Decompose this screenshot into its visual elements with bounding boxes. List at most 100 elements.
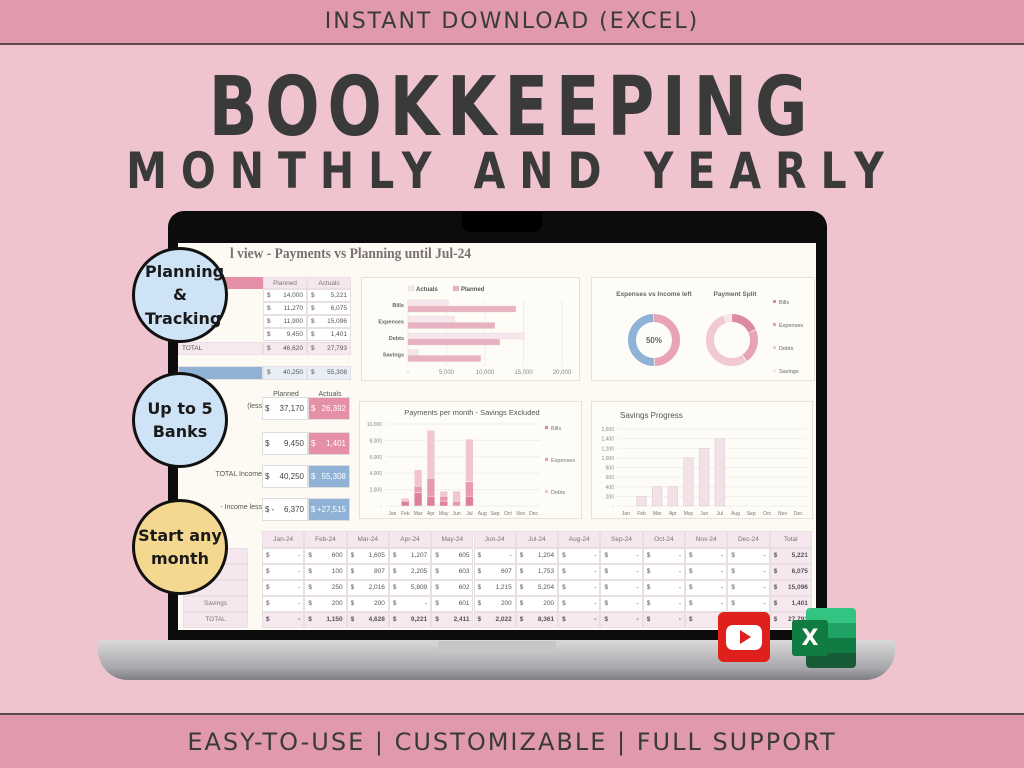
currency-symbol: $ (267, 292, 271, 299)
cell-value: 15,096 (788, 584, 808, 591)
x-tick-label: Mar (414, 511, 423, 517)
cell-value: Total (783, 536, 798, 543)
cell-value: - (594, 600, 597, 607)
cell-value: - (594, 552, 597, 559)
currency-symbol: $ (773, 568, 778, 575)
y-tick-label: 10,000 (367, 422, 383, 428)
cell-value: - (636, 568, 639, 575)
kpi-value: +27,515 (316, 505, 346, 514)
currency-symbol: $ (308, 552, 312, 559)
table-cell: $4,628 (346, 612, 389, 628)
kpi-header: Planned (273, 391, 299, 398)
currency-symbol: $ (311, 318, 315, 325)
kpi-value: 9,450 (283, 439, 304, 448)
currency-symbol: $ (773, 584, 778, 591)
cell-value: 1,215 (495, 584, 512, 591)
table-cell: $1,215 (473, 580, 516, 596)
cell-value: 2,016 (368, 584, 385, 591)
table-cell: $200 (304, 596, 347, 612)
bubble-text: Planning & Tracking (145, 262, 225, 328)
cell-value: May-24 (441, 536, 464, 543)
cell-value: - (721, 568, 724, 575)
currency-symbol: $ (646, 584, 651, 591)
table-cell: $- (600, 596, 643, 612)
currency-symbol: $ (689, 600, 693, 607)
kpi-actual: $1,401 (308, 432, 350, 455)
currency-symbol: $ (311, 439, 316, 448)
x-tick-label: May (439, 511, 449, 517)
table-cell: $605 (431, 548, 474, 564)
legend-label: Bills (779, 300, 789, 306)
y-tick-label: - (380, 504, 382, 510)
table-cell: $- (642, 596, 685, 612)
legend-swatch (545, 490, 548, 493)
x-tick-label: Jun (700, 511, 708, 517)
cell-value: - (763, 584, 766, 591)
cell-value: - (298, 616, 301, 623)
currency-symbol: $ (392, 568, 397, 575)
cell-value: 1,753 (537, 568, 555, 575)
donut-slice (706, 314, 758, 366)
cell-value: 250 (331, 584, 343, 591)
table-cell: $- (558, 580, 601, 596)
currency-symbol: $ (731, 584, 735, 591)
cell-value: 200 (543, 600, 555, 607)
summary-actual-cell: $1,401 (307, 328, 351, 341)
currency-symbol: $ (311, 292, 315, 299)
currency-symbol: $ (689, 552, 693, 559)
legend-label: Planned (461, 287, 485, 293)
currency-symbol: $ (267, 331, 271, 338)
cell-value: - (636, 552, 639, 559)
savings-bar (667, 486, 678, 507)
x-tick-label: - (407, 370, 409, 376)
legend-label: Debts (779, 346, 794, 352)
kpi-value: 37,170 (279, 404, 304, 413)
cell-value: 5,204 (537, 584, 555, 591)
bar-bills (413, 492, 423, 507)
table-cell: $5,204 (515, 580, 559, 596)
table-cell: $600 (304, 548, 347, 564)
summary-planned-cell: $11,900 (263, 315, 307, 328)
currency-symbol: $ (308, 600, 312, 607)
cell-value: 5,809 (410, 584, 428, 591)
income-actual: $55,308 (307, 366, 351, 380)
donut-slice (706, 314, 758, 366)
table-cell: $- (600, 580, 643, 596)
x-tick-label: Oct (763, 511, 771, 517)
table-cell: $607 (473, 564, 516, 580)
cell-value: - (678, 552, 681, 559)
x-tick-label: 20,000 (553, 370, 572, 376)
currency-symbol: $ (311, 404, 316, 413)
bubble-planning-tracking: Planning & Tracking (132, 247, 228, 343)
bar-actuals (407, 299, 449, 307)
currency-symbol: $ (350, 616, 355, 623)
currency-symbol: $ (435, 616, 439, 623)
currency-symbol: $ (311, 505, 316, 514)
table-cell: $1,207 (388, 548, 432, 564)
currency-symbol: $ (604, 616, 609, 623)
kpi-header: Actuals (318, 391, 342, 398)
y-tick-label: 800 (606, 466, 615, 472)
currency-symbol: $ (646, 552, 651, 559)
cell-value: 600 (331, 552, 343, 559)
cell-value: 5,221 (330, 292, 347, 299)
kpi-planned: $40,250 (262, 465, 308, 488)
cell-value: - (636, 584, 639, 591)
donut-slice (706, 314, 758, 366)
currency-symbol: $ (477, 600, 482, 607)
summary-actual-cell: $15,096 (307, 315, 351, 328)
x-tick-label: Nov (516, 511, 525, 517)
table-cell: $- (727, 564, 770, 580)
currency-symbol: $ (562, 584, 566, 591)
cell-value: 603 (458, 568, 470, 575)
bubble-start-month: Start any month (132, 499, 228, 595)
legend-swatch (545, 426, 548, 429)
bar-debts (426, 430, 436, 479)
bar-bills (401, 500, 410, 507)
month-header: May-24 (431, 531, 474, 548)
currency-symbol: $ (350, 600, 355, 607)
bar-bills (465, 495, 474, 507)
kpi-planned: $37,170 (262, 397, 308, 420)
legend-swatch (773, 369, 776, 372)
currency-symbol: $ (562, 552, 566, 559)
